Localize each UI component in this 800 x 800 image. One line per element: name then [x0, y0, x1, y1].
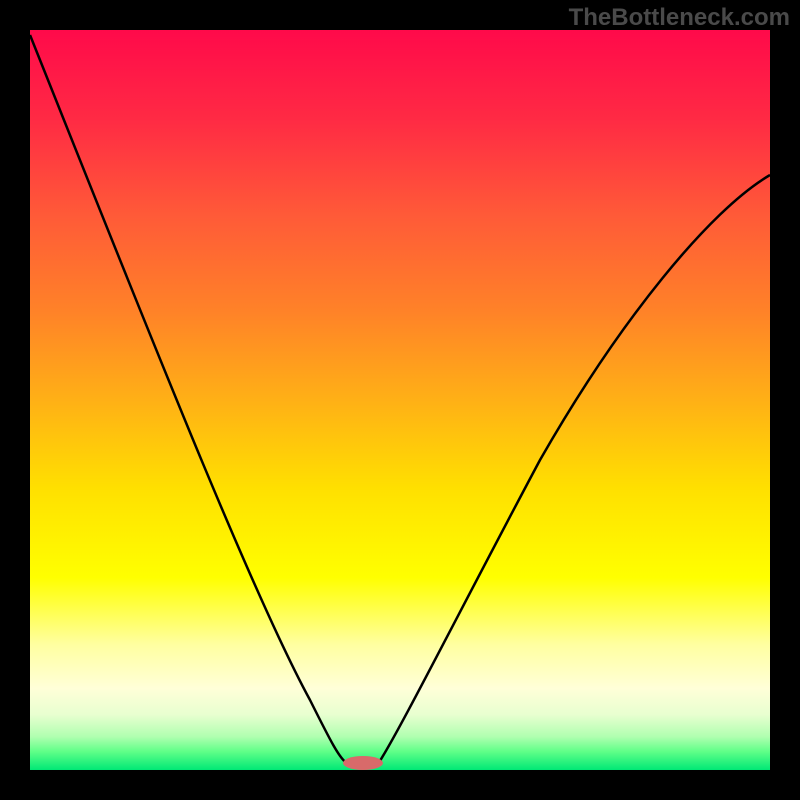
plot-background: [30, 30, 770, 770]
bottleneck-chart: [0, 0, 800, 800]
watermark-text: TheBottleneck.com: [569, 4, 790, 32]
optimal-marker: [343, 756, 383, 770]
chart-container: TheBottleneck.com: [0, 0, 800, 800]
